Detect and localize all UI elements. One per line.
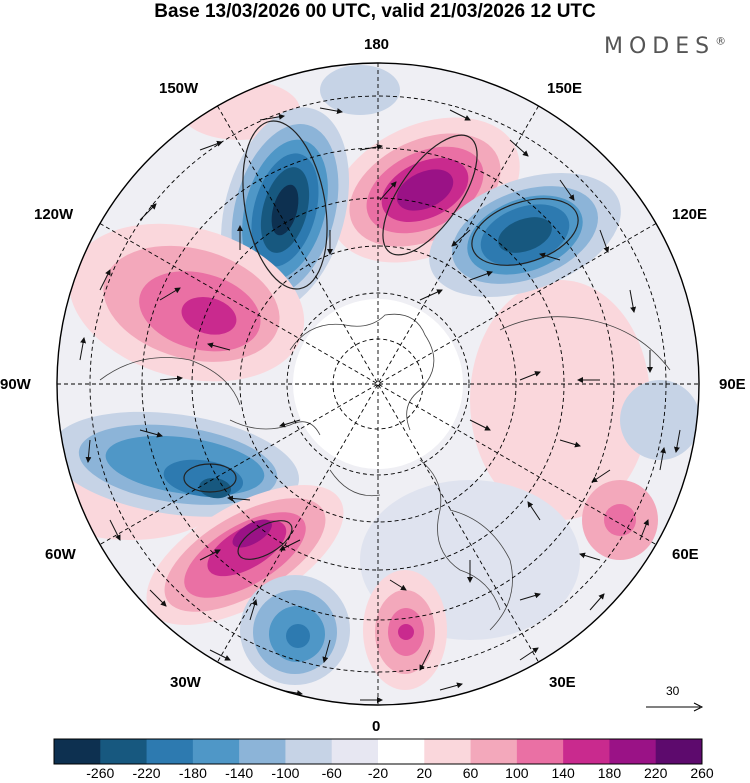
height-contours [183,120,579,560]
colorbar-swatch [192,739,240,764]
brand-name: MODES [604,34,716,59]
coastlines [99,313,671,631]
anomaly-field [57,63,699,705]
brand-mark: ® [715,34,727,48]
lon-label-30w: 30W [170,674,201,691]
colorbar-tick-label: 100 [505,765,529,781]
anomaly-positive-45w [146,485,344,625]
graticule [57,63,699,705]
lon-label-120w: 120W [34,206,74,223]
colorbar-tick-label: -180 [178,765,207,781]
colorbar-tick-label: -260 [86,765,115,781]
colorbar-tick-label: 260 [690,765,714,781]
lon-label-180: 180 [364,36,390,53]
anomaly-positive-0 [363,570,447,690]
colorbar-swatch [609,739,657,764]
colorbar [53,738,703,765]
colorbar-frame [53,738,703,765]
colorbar-tick-label: 180 [597,765,622,781]
colorbar-swatch [285,739,333,764]
lon-label-150e: 150E [547,80,583,97]
colorbar-tick-label: 220 [644,765,668,781]
lon-label-0: 0 [372,718,381,735]
colorbar-swatch [655,739,703,764]
colorbar-tick-label: -20 [367,765,389,781]
colorbar-tick-label: 60 [462,765,479,781]
colorbar-tick-label: -140 [225,765,254,781]
colorbar-swatch [516,739,564,764]
lon-label-150w: 150W [159,80,199,97]
colorbar-swatch [54,739,101,764]
lon-label-90w: 90W [0,376,31,393]
colorbar-tick-label: 140 [551,765,575,781]
lon-label-60e: 60E [672,546,699,563]
map-boundary [56,62,700,706]
lon-label-90e: 90E [719,376,746,393]
wind-vectors [79,107,681,703]
wind-reference-arrow [646,702,704,712]
colorbar-tick-label: -220 [132,765,161,781]
map-title: Base 13/03/2026 00 UTC, valid 21/03/2026… [154,1,596,22]
colorbar-swatch [100,739,148,764]
anomaly-negative-20w [240,575,350,685]
modes-logo: MODES® [604,34,726,59]
colorbar-swatch [331,739,379,764]
colorbar-tick-label: 20 [416,765,433,781]
anomaly-negative-70w [57,411,300,517]
lon-label-30e: 30E [549,674,576,691]
colorbar-swatch [424,739,472,764]
colorbar-swatch [470,739,518,764]
colorbar-swatch [146,739,194,764]
colorbar-swatch [378,739,425,764]
colorbar-tick-label: -100 [271,765,300,781]
anomaly-positive-110w [69,223,305,382]
wind-reference-label: 30 [666,684,680,698]
colorbar-swatch [239,739,286,764]
pole-blank [293,299,463,469]
lon-label-120e: 120E [672,206,708,223]
colorbar-tick-label: -60 [321,765,342,781]
colorbar-swatch [563,739,610,764]
lon-label-60w: 60W [45,546,76,563]
anomaly-negative-130e [429,173,621,297]
